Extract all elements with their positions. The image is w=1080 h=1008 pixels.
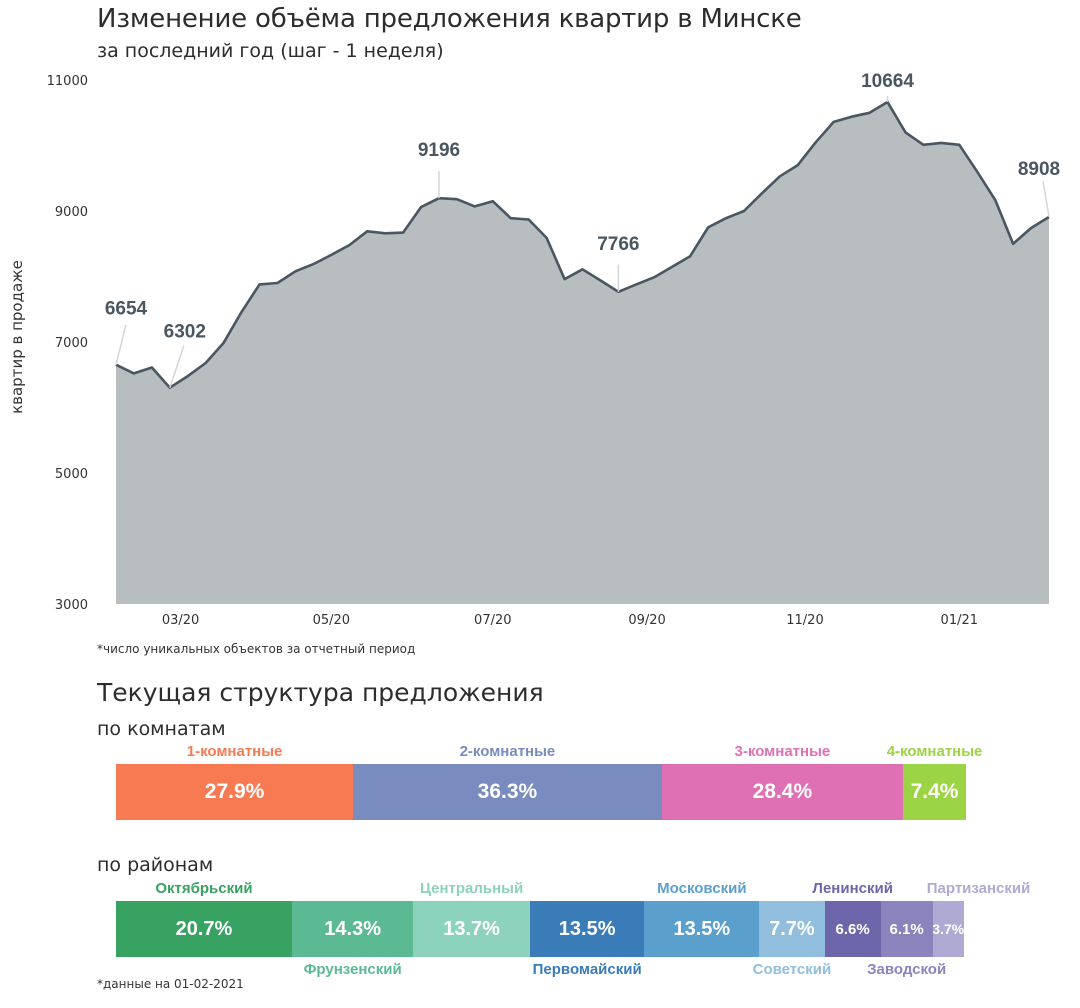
district-segment-value: 13.7% — [443, 917, 500, 940]
district-segment-value: 7.7% — [769, 917, 815, 940]
x-tick-label: 01/21 — [941, 613, 978, 628]
annotation-leader — [115, 324, 127, 365]
district-segment-label: Центральный — [419, 880, 524, 897]
district-segment: 6.1% — [880, 901, 933, 957]
x-tick-label: 07/20 — [474, 613, 511, 628]
district-segment: 3.7% — [932, 901, 964, 957]
annotation-label: 7766 — [597, 234, 639, 255]
district-segment: 13.5% — [529, 901, 645, 957]
district-segment-value: 13.5% — [673, 917, 731, 940]
district-segment: 7.7% — [759, 901, 825, 957]
y-tick-label: 3000 — [55, 598, 88, 613]
annotation-label: 9196 — [418, 140, 460, 161]
district-segment: 14.3% — [291, 901, 414, 957]
chart-subtitle: за последний год (шаг - 1 неделя) — [97, 40, 444, 62]
rooms-segment-value: 27.9% — [204, 780, 265, 803]
rooms-segment: 27.9% — [116, 764, 354, 820]
x-axis-ticks: 03/20 05/20 07/20 09/20 11/20 01/21 — [162, 613, 978, 628]
area-fill — [116, 102, 1049, 604]
annotation-label: 10664 — [861, 71, 914, 92]
district-segment-label: Ленинский — [812, 880, 893, 897]
rooms-segment-value: 7.4% — [910, 780, 959, 803]
x-tick-label: 05/20 — [313, 613, 350, 628]
district-segment-label: Октябрьский — [155, 880, 253, 897]
district-segment-label: Первомайский — [532, 961, 642, 978]
y-axis-ticks: 11000 9000 7000 5000 3000 — [47, 74, 88, 613]
rooms-segment-label: 3-комнатные — [734, 743, 831, 760]
districts-bar: 20.7% 14.3% 13.7% 13.5% 13.5% 7.7% 6.6% 6.1% 3.7… — [116, 901, 964, 957]
rooms-segment-value: 28.4% — [752, 780, 813, 803]
rooms-segment: 7.4% — [903, 764, 966, 820]
annotations: 6654 6302 9196 7766 10664 8908 — [105, 71, 1060, 388]
rooms-segment-label: 1-комнатные — [186, 743, 283, 760]
rooms-segment-label: 2-комнатные — [459, 743, 556, 760]
district-segment-label: Московский — [657, 880, 747, 897]
chart-title: Изменение объёма предложения квартир в М… — [97, 4, 802, 34]
district-segment-label: Заводской — [867, 961, 947, 978]
annotation-label: 8908 — [1018, 159, 1060, 180]
district-segment: 20.7% — [116, 901, 292, 957]
annotation-leader — [169, 345, 185, 388]
y-tick-label: 9000 — [55, 205, 88, 220]
y-tick-label: 7000 — [55, 336, 88, 351]
districts-footnote: *данные на 01-02-2021 — [97, 977, 244, 991]
y-tick-label: 11000 — [47, 74, 88, 89]
rooms-segment: 28.4% — [661, 764, 904, 820]
district-segment-value: 14.3% — [324, 917, 381, 940]
district-segment-value: 6.6% — [835, 920, 870, 938]
district-segment: 13.7% — [413, 901, 530, 957]
chart-footnote: *число уникальных объектов за отчетный п… — [97, 642, 416, 656]
structure-title: Текущая структура предложения — [97, 678, 544, 707]
districts-title: по районам — [97, 854, 214, 876]
district-segment-label: Фрунзенский — [303, 961, 402, 978]
x-tick-label: 09/20 — [628, 613, 665, 628]
series-line — [115, 100, 1050, 389]
rooms-segment: 36.3% — [353, 764, 662, 820]
district-segment-label: Советский — [752, 961, 832, 978]
annotation-label: 6654 — [105, 299, 148, 320]
annotation-label: 6302 — [164, 322, 206, 343]
y-axis-label: квартир в продаже — [8, 260, 26, 414]
district-segment-value: 20.7% — [175, 917, 233, 940]
x-tick-label: 11/20 — [786, 613, 823, 628]
district-segment-label: Партизанский — [926, 880, 1031, 897]
rooms-title: по комнатам — [97, 718, 226, 740]
y-tick-label: 5000 — [55, 467, 88, 482]
annotation-leader — [1042, 180, 1050, 218]
district-segment: 13.5% — [644, 901, 760, 957]
rooms-bar: 27.9% 36.3% 28.4% 7.4% — [116, 764, 966, 820]
rooms-segment-value: 36.3% — [477, 780, 538, 803]
district-segment-value: 3.7% — [932, 921, 964, 937]
x-tick-label: 03/20 — [162, 613, 199, 628]
rooms-segment-label: 4-комнатные — [886, 743, 983, 760]
district-segment: 6.6% — [824, 901, 881, 957]
district-segment-value: 6.1% — [889, 920, 924, 938]
district-segment-value: 13.5% — [558, 917, 616, 940]
